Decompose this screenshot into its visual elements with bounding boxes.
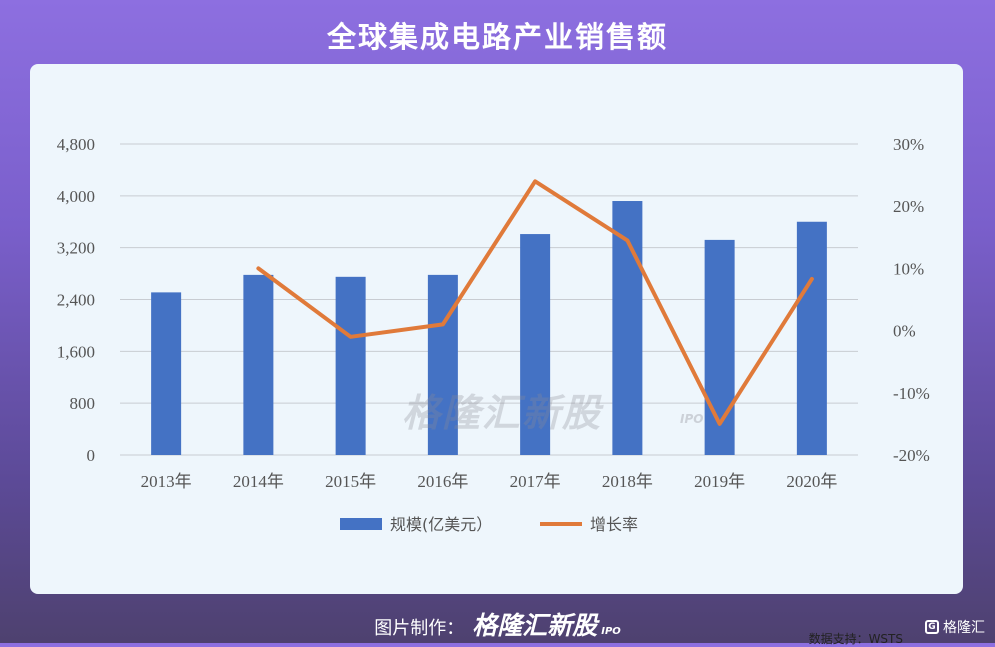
y-right-tick-label: 20% [893,197,924,216]
footer-brand: 格隆汇新股 [472,611,598,640]
bar [335,276,366,455]
x-tick-label: 2017年 [510,472,561,491]
bar [427,274,458,455]
x-tick-label: 2016年 [417,472,468,491]
y-right-tick-label: 0% [893,322,916,341]
legend-label-line: 增长率 [590,515,638,534]
y-right-tick-label: -20% [893,446,930,465]
y-left-tick-label: 800 [70,394,96,413]
y-right-tick-label: 30% [893,135,924,154]
bar [243,274,274,455]
x-tick-label: 2013年 [141,472,192,491]
watermark-sub-text: IPO [680,412,704,426]
x-tick-label: 2020年 [786,472,837,491]
chart-card: 4,800 4,000 3,200 2,400 1,600 800 0 30% 20% 10% 0%… [30,64,963,646]
corner-logo-text: 格隆汇 [943,620,985,636]
footer-ipo: IPO [601,626,621,637]
bar [704,239,735,455]
growth-rate-line [256,179,814,426]
y-right-tick-label: 10% [893,259,924,278]
watermark-text: 格隆汇新股 [402,391,603,435]
footer-prefix: 图片制作： [374,618,465,639]
y-left-tick-label: 1,600 [57,342,95,361]
footer: 图片制作： 格隆汇新股 IPO [0,606,995,642]
y-left-tick-label: 0 [87,446,96,465]
legend-label-bar: 规模(亿美元） [390,515,492,534]
logo-icon: G [925,620,939,634]
page-title: 全球集成电路产业销售额 [326,20,668,54]
y-left-tick-label: 4,000 [57,187,95,206]
bar [520,234,551,455]
legend-swatch-bar [340,518,382,530]
corner-logo: G 格隆汇 [925,617,985,637]
bar [796,221,827,455]
y-left-tick-label: 2,400 [57,291,95,310]
y-right-tick-label: -10% [893,384,930,403]
combo-chart: 4,800 4,000 3,200 2,400 1,600 800 0 30% 20% 10% 0%… [57,135,930,534]
x-tick-label: 2019年 [694,472,745,491]
bar [151,292,182,455]
x-tick-label: 2018年 [602,472,653,491]
y-left-tick-label: 4,800 [57,135,95,154]
y-left-tick-label: 3,200 [57,239,95,258]
x-tick-label: 2014年 [233,472,284,491]
x-tick-label: 2015年 [325,472,376,491]
